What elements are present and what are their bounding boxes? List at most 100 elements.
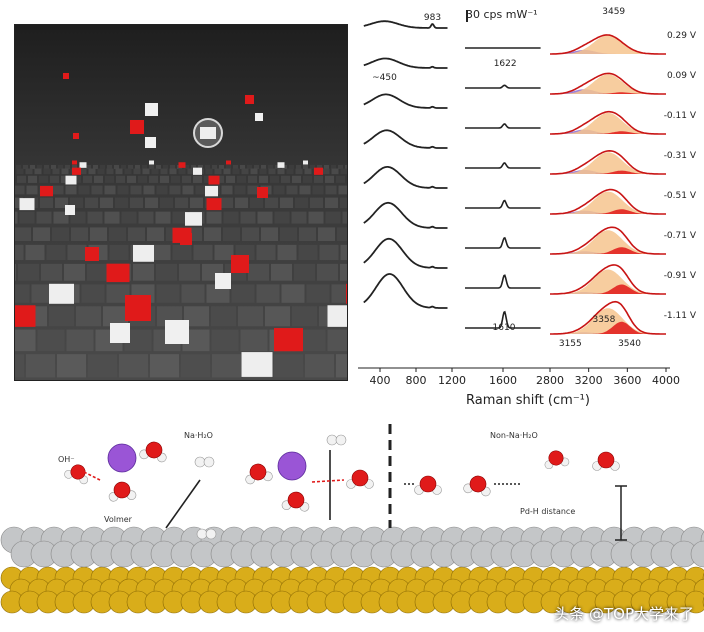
molecule-cube xyxy=(145,137,156,148)
lattice-cube xyxy=(130,197,143,209)
lattice-cube xyxy=(298,244,318,261)
lattice-cube xyxy=(304,168,312,175)
lattice-cube xyxy=(34,168,42,175)
lattice-cube xyxy=(219,165,224,169)
scale-bar-label: 30 cps mW⁻¹ xyxy=(466,8,538,21)
lattice-cube xyxy=(49,306,74,327)
spectrum-low-freq xyxy=(363,273,448,309)
lattice-cube xyxy=(237,175,246,183)
gold-substrate-layer xyxy=(0,566,704,614)
lattice-cube xyxy=(325,211,341,224)
lattice-cube xyxy=(58,165,63,169)
spectrum-oh-stretch xyxy=(550,264,666,295)
spectra-panels xyxy=(363,20,666,335)
lattice-cube xyxy=(306,284,330,303)
fit-component-3540 xyxy=(550,321,666,334)
palladium-atom xyxy=(690,540,704,568)
adsorbate-cube xyxy=(40,185,53,197)
lattice-cube xyxy=(296,165,301,169)
lattice-cube xyxy=(254,165,259,169)
lattice-cube xyxy=(93,165,98,169)
lattice-cube xyxy=(187,168,195,175)
lattice-cube xyxy=(240,165,245,169)
lattice-cube xyxy=(57,354,86,378)
peak-label: 983 xyxy=(424,13,441,23)
lattice-cube xyxy=(298,329,326,352)
potential-label: -0.11 V xyxy=(664,111,697,121)
sodium-cation xyxy=(277,451,307,481)
lattice-cube xyxy=(247,165,252,169)
lattice-cube xyxy=(340,168,347,175)
lattice-cube xyxy=(145,197,158,209)
lattice-cube xyxy=(128,165,133,169)
lattice-cube xyxy=(72,165,77,169)
adsorbate-cube xyxy=(303,160,308,165)
fit-component-3540 xyxy=(550,131,666,134)
reaction-arrow xyxy=(165,479,201,529)
lattice-cube xyxy=(299,227,316,241)
lattice-cube xyxy=(261,227,278,241)
lattice-cube xyxy=(88,354,117,378)
lattice-cube xyxy=(43,168,51,175)
adsorbate-cube xyxy=(314,167,323,175)
lattice-cube xyxy=(240,211,256,224)
adsorbate-cube xyxy=(79,162,87,168)
lattice-cube xyxy=(52,185,64,195)
lattice-cube xyxy=(286,168,294,175)
lattice-cube xyxy=(175,197,188,209)
adsorbate-cube xyxy=(185,212,202,226)
lattice-cube xyxy=(19,211,35,224)
potential-label: -0.31 V xyxy=(664,151,697,161)
spectrum-bending xyxy=(465,84,541,89)
lattice-cube xyxy=(65,165,70,169)
lattice-cube xyxy=(265,197,278,209)
lattice-cube xyxy=(100,165,105,169)
lattice-cube xyxy=(83,175,92,183)
spectrum-oh-stretch xyxy=(550,226,666,255)
adsorbate-cube xyxy=(178,162,186,168)
lattice-cube xyxy=(78,185,90,195)
lattice-cube xyxy=(314,175,323,183)
lattice-cube xyxy=(117,185,129,195)
lattice-cube xyxy=(318,227,335,241)
lattice-cube xyxy=(15,263,16,281)
lattice-cube xyxy=(104,211,120,224)
lattice-cube xyxy=(109,227,126,241)
x-tick-label: 400 xyxy=(370,374,391,387)
adsorbate-cube xyxy=(133,244,154,262)
x-tick-label: 3200 xyxy=(575,374,603,387)
lattice-cube xyxy=(71,227,88,241)
lattice-cube xyxy=(15,227,31,241)
lattice-cube xyxy=(184,165,189,169)
reaction-schematic: Na·H₂O Non-Na·H₂O OH⁻ Volmer Pd-H distan… xyxy=(0,424,704,614)
lattice-cube xyxy=(336,354,347,378)
peak-label: 3155 xyxy=(559,339,582,349)
lattice-cube xyxy=(171,175,180,183)
peak-label: 1610 xyxy=(493,323,516,333)
lattice-cube xyxy=(242,380,273,381)
adsorbate-cube xyxy=(65,175,77,185)
lattice-cube xyxy=(172,244,192,261)
lattice-cube xyxy=(331,284,347,303)
lattice-cube xyxy=(31,284,55,303)
lattice-cube xyxy=(232,168,240,175)
lattice-cube xyxy=(281,284,305,303)
lattice-cube xyxy=(66,329,94,352)
water-molecule xyxy=(245,463,273,485)
lattice-cube xyxy=(242,227,259,241)
lattice-cube xyxy=(156,185,168,195)
lattice-cube xyxy=(160,197,173,209)
lattice-cube xyxy=(182,185,194,195)
lattice-cube xyxy=(261,165,266,169)
adsorbate-cube xyxy=(206,198,222,211)
lattice-cube xyxy=(211,329,239,352)
adsorbate-cube xyxy=(241,352,273,377)
lattice-cube xyxy=(15,185,25,195)
bubble-cube xyxy=(200,127,216,139)
spectrum-oh-stretch xyxy=(550,72,666,95)
label-na-water: Na·H₂O xyxy=(184,431,213,440)
lattice-cube xyxy=(303,165,308,169)
x-axis-label: Raman shift (cm⁻¹) xyxy=(466,393,590,408)
lattice-cube xyxy=(172,211,188,224)
adsorbate-cube xyxy=(106,263,130,283)
